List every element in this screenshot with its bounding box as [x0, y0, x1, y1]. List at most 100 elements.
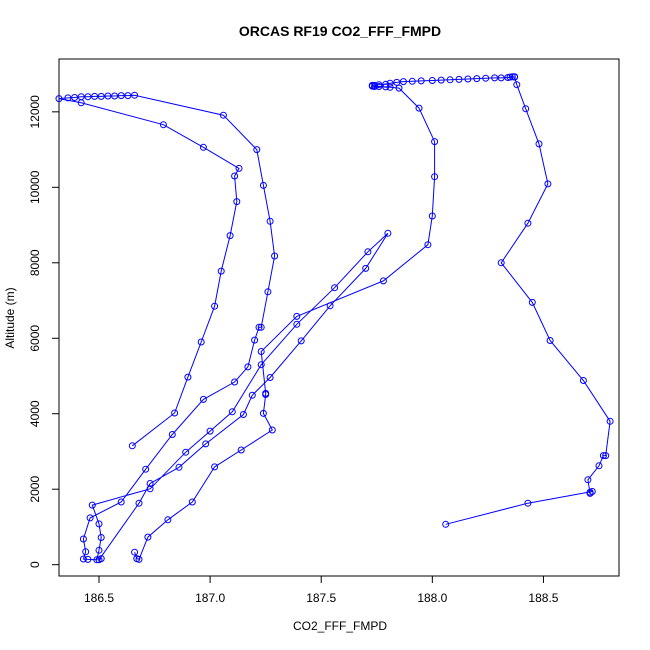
data-point	[546, 337, 554, 344]
data-point	[199, 395, 207, 403]
x-tick-label: 187.0	[195, 591, 225, 605]
data-point	[211, 463, 219, 471]
data-point	[86, 514, 94, 522]
data-point	[584, 476, 592, 484]
data-point	[55, 95, 63, 103]
x-axis-label: CO2_FFF_FMPD	[293, 619, 387, 633]
data-point	[257, 323, 265, 331]
data-point	[524, 499, 532, 507]
data-point	[595, 462, 603, 470]
data-point	[95, 546, 103, 554]
data-point	[164, 516, 172, 524]
data-point	[239, 411, 247, 418]
data-point	[437, 76, 445, 84]
data-point	[226, 232, 234, 240]
data-point	[415, 104, 423, 112]
data-point	[235, 164, 243, 172]
data-point	[368, 81, 376, 89]
y-tick-label: 8000	[28, 249, 42, 276]
data-point	[384, 229, 392, 237]
data-point	[473, 75, 481, 83]
data-point	[117, 498, 125, 506]
data-point	[217, 267, 225, 275]
data-point	[393, 78, 401, 86]
data-point	[248, 391, 256, 399]
data-point	[197, 338, 205, 346]
data-point	[128, 442, 136, 450]
data-point	[264, 288, 272, 296]
data-point	[293, 312, 301, 320]
data-point	[159, 121, 167, 129]
plot-frame	[58, 58, 620, 577]
data-point	[255, 323, 263, 331]
data-point	[424, 241, 432, 249]
data-point	[135, 499, 143, 507]
data-point	[257, 348, 265, 355]
data-point	[131, 548, 139, 556]
data-point	[111, 92, 119, 100]
data-point	[262, 389, 270, 397]
data-point	[535, 140, 543, 148]
y-axis-label: Altitude (m)	[3, 287, 17, 348]
data-point	[408, 77, 416, 85]
data-point	[219, 111, 227, 119]
data-point	[442, 520, 450, 528]
data-point	[228, 408, 236, 416]
data-point	[431, 173, 439, 181]
data-point	[522, 105, 530, 113]
data-point	[293, 320, 301, 328]
data-point	[524, 219, 532, 227]
data-point	[371, 81, 379, 89]
data-point	[579, 377, 587, 384]
data-point	[146, 480, 154, 487]
data-point	[97, 92, 105, 100]
data-point	[95, 520, 103, 528]
data-point	[464, 75, 472, 83]
data-point	[266, 217, 274, 225]
data-point	[599, 452, 607, 460]
y-tick-label: 2000	[28, 476, 42, 503]
data-point	[268, 426, 276, 434]
data-point	[513, 81, 521, 89]
data-point	[446, 76, 454, 84]
y-axis: 0 2000 4000 6000 8000 10000 12000	[28, 95, 60, 568]
data-point	[511, 73, 519, 81]
data-point	[386, 79, 394, 87]
data-point	[199, 143, 207, 151]
data-point	[528, 298, 536, 306]
data-point	[79, 555, 87, 563]
data-point	[71, 94, 79, 101]
data-point	[259, 409, 267, 417]
data-point	[175, 463, 183, 471]
data-point	[77, 93, 85, 101]
data-point	[64, 94, 72, 102]
series-line	[134, 76, 611, 561]
data-point	[482, 74, 490, 82]
data-point	[257, 361, 265, 369]
data-point	[399, 78, 407, 86]
data-point	[375, 81, 383, 89]
data-point	[117, 92, 125, 100]
y-tick-label: 10000	[28, 170, 42, 204]
data-point	[97, 534, 105, 541]
data-point	[233, 198, 241, 206]
data-point	[84, 555, 92, 563]
data-point	[455, 75, 463, 83]
data-point	[206, 427, 214, 435]
data-point	[588, 488, 596, 495]
data-point	[237, 446, 245, 454]
data-point	[97, 555, 105, 563]
data-point	[544, 180, 552, 188]
data-point	[135, 555, 143, 563]
x-tick-label: 187.5	[306, 591, 336, 605]
data-point	[231, 172, 239, 180]
data-point	[428, 77, 436, 84]
data-point	[144, 533, 152, 541]
y-tick-label: 12000	[28, 95, 42, 129]
data-point	[297, 337, 305, 345]
data-point	[364, 248, 372, 256]
data-point	[93, 556, 101, 564]
data-point	[188, 498, 196, 506]
data-point	[84, 93, 92, 101]
